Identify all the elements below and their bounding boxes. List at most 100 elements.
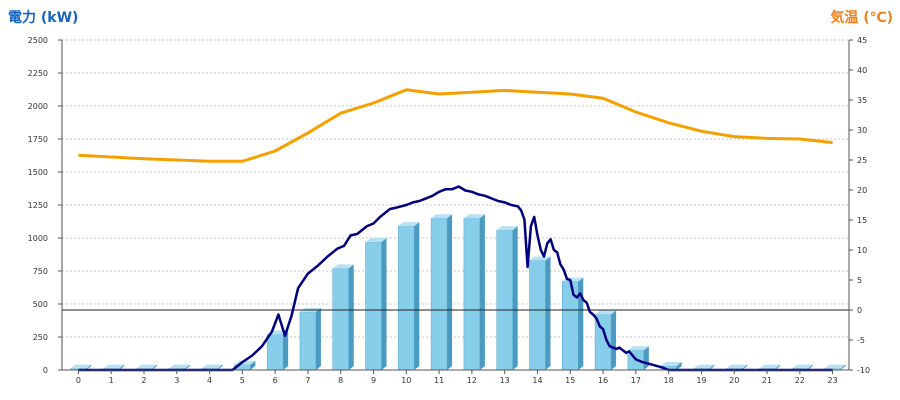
- x-tick-label: 2: [141, 376, 146, 385]
- bar-front: [529, 260, 546, 371]
- bar-side: [381, 237, 387, 370]
- series-lines: [78, 88, 833, 372]
- bar-top: [332, 264, 354, 269]
- bar-top: [693, 364, 715, 369]
- bar-side: [315, 307, 321, 370]
- bar-side: [545, 256, 551, 370]
- x-tick-label: 0: [76, 376, 81, 385]
- bar-front: [496, 229, 513, 371]
- x-tick-label: 21: [762, 376, 772, 385]
- x-tick-label: 10: [401, 376, 411, 385]
- power-bar: [332, 264, 354, 371]
- grid: [62, 39, 849, 338]
- right-tick-label: 15: [857, 216, 867, 225]
- bar-side: [348, 264, 354, 370]
- x-tick-label: 13: [500, 376, 510, 385]
- bar-top: [824, 364, 846, 369]
- x-tick-label: 5: [240, 376, 245, 385]
- x-tick-label: 7: [305, 376, 310, 385]
- bar-top: [135, 364, 157, 369]
- bar-side: [217, 364, 223, 370]
- bar-side: [447, 214, 453, 370]
- right-tick-label: 5: [857, 276, 862, 285]
- bar-top: [431, 214, 453, 219]
- bar-top: [496, 226, 518, 231]
- x-tick-label: 9: [371, 376, 376, 385]
- bar-side: [119, 364, 125, 370]
- temperature-line: [78, 88, 833, 163]
- axes: 02505007501000125015001750200022502500-1…: [28, 36, 870, 385]
- left-tick-label: 2500: [28, 36, 48, 45]
- bar-side: [283, 330, 289, 370]
- bar-top: [595, 310, 617, 315]
- right-tick-label: 30: [857, 126, 867, 135]
- x-tick-label: 18: [664, 376, 674, 385]
- power-bar: [299, 307, 321, 371]
- x-tick-label: 11: [434, 376, 444, 385]
- bar-top: [70, 364, 92, 369]
- bar-side: [709, 364, 715, 370]
- bar-side: [643, 346, 649, 370]
- x-tick-label: 19: [696, 376, 706, 385]
- bar-front: [266, 334, 284, 371]
- x-tick-label: 3: [174, 376, 179, 385]
- power-bar: [463, 214, 485, 371]
- power-bar: [70, 364, 92, 371]
- bar-top: [168, 364, 190, 369]
- x-tick-label: 14: [532, 376, 542, 385]
- bar-top: [726, 364, 748, 369]
- bar-side: [86, 364, 92, 370]
- right-tick-label: 10: [857, 246, 867, 255]
- power-bar: [430, 214, 453, 371]
- power-bar: [627, 346, 649, 371]
- power-bar: [660, 362, 682, 371]
- bar-side: [479, 214, 485, 370]
- bar-side: [578, 277, 584, 370]
- x-tick-label: 1: [109, 376, 114, 385]
- left-tick-label: 1000: [28, 234, 48, 243]
- bar-side: [611, 310, 617, 370]
- left-tick-label: 1750: [28, 135, 48, 144]
- right-tick-label: -10: [857, 366, 870, 375]
- bar-side: [840, 364, 846, 370]
- bar-top: [627, 346, 649, 351]
- x-tick-label: 22: [795, 376, 805, 385]
- bar-front: [332, 268, 349, 371]
- right-tick-label: 25: [857, 156, 867, 165]
- bar-front: [299, 311, 317, 371]
- right-tick-label: 35: [857, 96, 867, 105]
- bar-side: [807, 364, 813, 370]
- bar-front: [430, 217, 448, 371]
- left-tick-label: 1500: [28, 168, 48, 177]
- x-tick-label: 17: [631, 376, 641, 385]
- bar-side: [742, 364, 748, 370]
- bar-top: [365, 237, 387, 242]
- right-tick-label: 45: [857, 36, 867, 45]
- bar-top: [529, 256, 551, 261]
- bar-side: [250, 360, 256, 370]
- right-tick-label: -5: [857, 336, 865, 345]
- x-tick-label: 20: [729, 376, 739, 385]
- power-bar: [365, 237, 387, 371]
- bar-front: [463, 217, 481, 371]
- bar-front: [562, 281, 579, 371]
- x-tick-label: 4: [207, 376, 212, 385]
- bar-top: [103, 364, 125, 369]
- right-tick-label: 40: [857, 66, 867, 75]
- x-tick-label: 12: [467, 376, 477, 385]
- left-tick-label: 0: [43, 366, 48, 375]
- x-tick-label: 8: [338, 376, 343, 385]
- bar-top: [791, 364, 813, 369]
- power-bar: [496, 226, 518, 371]
- left-tick-label: 250: [33, 333, 48, 342]
- bar-side: [414, 222, 420, 370]
- left-tick-label: 2000: [28, 102, 48, 111]
- bar-side: [676, 362, 682, 370]
- bar-top: [463, 214, 485, 219]
- x-tick-label: 23: [828, 376, 838, 385]
- left-axis-title: 電力 (kW): [8, 9, 78, 26]
- bar-top: [201, 364, 223, 369]
- power-bar: [594, 310, 617, 371]
- power-line: [78, 185, 833, 372]
